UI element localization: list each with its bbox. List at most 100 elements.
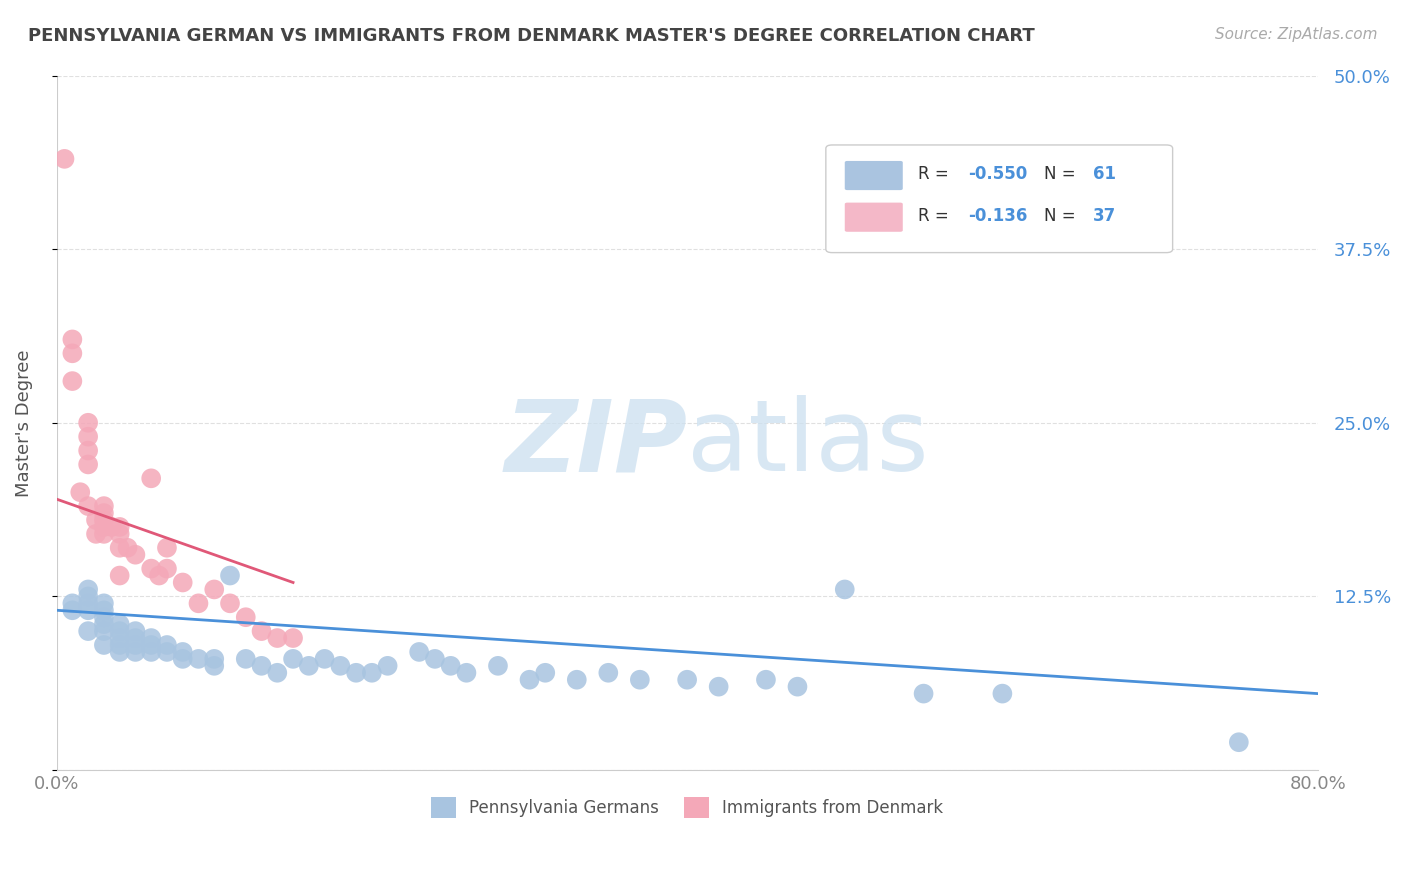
- Point: [93, 624, 115, 639]
- Point: [219, 568, 242, 582]
- Point: [93, 527, 115, 541]
- Point: [60, 333, 83, 347]
- Point: [156, 541, 179, 555]
- Point: [156, 645, 179, 659]
- Point: [108, 541, 131, 555]
- Point: [423, 652, 446, 666]
- Point: [534, 665, 557, 680]
- Point: [141, 638, 163, 652]
- FancyBboxPatch shape: [845, 161, 903, 190]
- FancyBboxPatch shape: [845, 202, 903, 232]
- Point: [108, 645, 131, 659]
- FancyBboxPatch shape: [825, 145, 1173, 252]
- Point: [108, 527, 131, 541]
- Text: Source: ZipAtlas.com: Source: ZipAtlas.com: [1215, 27, 1378, 42]
- Point: [77, 624, 100, 639]
- Point: [187, 652, 209, 666]
- Point: [676, 673, 699, 687]
- Point: [991, 687, 1014, 701]
- Point: [93, 617, 115, 632]
- Y-axis label: Master's Degree: Master's Degree: [15, 349, 32, 497]
- Point: [141, 561, 163, 575]
- Point: [60, 596, 83, 610]
- Point: [377, 658, 399, 673]
- Text: N =: N =: [1045, 207, 1081, 225]
- Point: [101, 520, 124, 534]
- Text: atlas: atlas: [688, 395, 929, 492]
- Point: [69, 485, 91, 500]
- Point: [202, 658, 225, 673]
- Point: [77, 416, 100, 430]
- Point: [124, 645, 146, 659]
- Point: [93, 596, 115, 610]
- Point: [219, 596, 242, 610]
- Point: [93, 520, 115, 534]
- Point: [281, 631, 304, 645]
- Point: [266, 631, 288, 645]
- Point: [93, 513, 115, 527]
- Point: [77, 603, 100, 617]
- Point: [707, 680, 730, 694]
- Text: R =: R =: [918, 165, 953, 183]
- Text: PENNSYLVANIA GERMAN VS IMMIGRANTS FROM DENMARK MASTER'S DEGREE CORRELATION CHART: PENNSYLVANIA GERMAN VS IMMIGRANTS FROM D…: [28, 27, 1035, 45]
- Point: [266, 665, 288, 680]
- Point: [60, 346, 83, 360]
- Point: [598, 665, 620, 680]
- Point: [124, 638, 146, 652]
- Point: [60, 374, 83, 388]
- Point: [786, 680, 808, 694]
- Point: [156, 561, 179, 575]
- Point: [93, 499, 115, 513]
- Point: [519, 673, 541, 687]
- Point: [148, 568, 170, 582]
- Point: [53, 152, 76, 166]
- Point: [124, 548, 146, 562]
- Point: [565, 673, 588, 687]
- Point: [235, 610, 257, 624]
- Text: -0.136: -0.136: [969, 207, 1028, 225]
- Point: [235, 652, 257, 666]
- Point: [141, 471, 163, 485]
- Text: 61: 61: [1094, 165, 1116, 183]
- Point: [314, 652, 336, 666]
- Text: -0.550: -0.550: [969, 165, 1028, 183]
- Point: [755, 673, 778, 687]
- Point: [172, 652, 194, 666]
- Point: [124, 631, 146, 645]
- Point: [60, 603, 83, 617]
- Point: [250, 624, 273, 639]
- Point: [108, 520, 131, 534]
- Point: [84, 513, 107, 527]
- Point: [124, 624, 146, 639]
- Point: [77, 430, 100, 444]
- Point: [117, 541, 139, 555]
- Point: [108, 617, 131, 632]
- Point: [108, 638, 131, 652]
- Point: [77, 596, 100, 610]
- Point: [329, 658, 352, 673]
- Point: [156, 638, 179, 652]
- Point: [108, 631, 131, 645]
- Point: [202, 582, 225, 597]
- Text: R =: R =: [918, 207, 953, 225]
- Point: [77, 499, 100, 513]
- Point: [456, 665, 478, 680]
- Point: [77, 443, 100, 458]
- Point: [93, 603, 115, 617]
- Point: [360, 665, 382, 680]
- Point: [84, 527, 107, 541]
- Point: [912, 687, 935, 701]
- Point: [344, 665, 367, 680]
- Point: [108, 624, 131, 639]
- Text: N =: N =: [1045, 165, 1081, 183]
- Point: [281, 652, 304, 666]
- Point: [141, 645, 163, 659]
- Legend: Pennsylvania Germans, Immigrants from Denmark: Pennsylvania Germans, Immigrants from De…: [425, 790, 950, 824]
- Point: [77, 590, 100, 604]
- Point: [1227, 735, 1250, 749]
- Point: [250, 658, 273, 673]
- Point: [202, 652, 225, 666]
- Point: [93, 638, 115, 652]
- Point: [93, 610, 115, 624]
- Point: [93, 506, 115, 520]
